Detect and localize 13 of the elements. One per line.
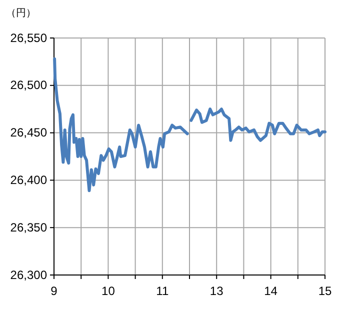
y-tick-label: 26,500 xyxy=(10,78,48,92)
y-tick-label: 26,400 xyxy=(10,173,48,188)
x-tick-label: 14 xyxy=(264,284,278,298)
x-tick-label: 15 xyxy=(318,284,332,298)
y-tick-label: 26,350 xyxy=(10,220,48,234)
x-tick-label: 11 xyxy=(156,284,169,298)
y-axis-title: （円） xyxy=(6,8,36,19)
x-tick-label: 13 xyxy=(210,284,224,298)
y-tick-label: 26,300 xyxy=(10,268,48,282)
x-tick-label: 10 xyxy=(102,284,116,298)
y-tick-label: 26,550 xyxy=(10,30,48,45)
x-tick-label: 9 xyxy=(50,284,58,298)
y-tick-label: 26,450 xyxy=(10,126,48,140)
